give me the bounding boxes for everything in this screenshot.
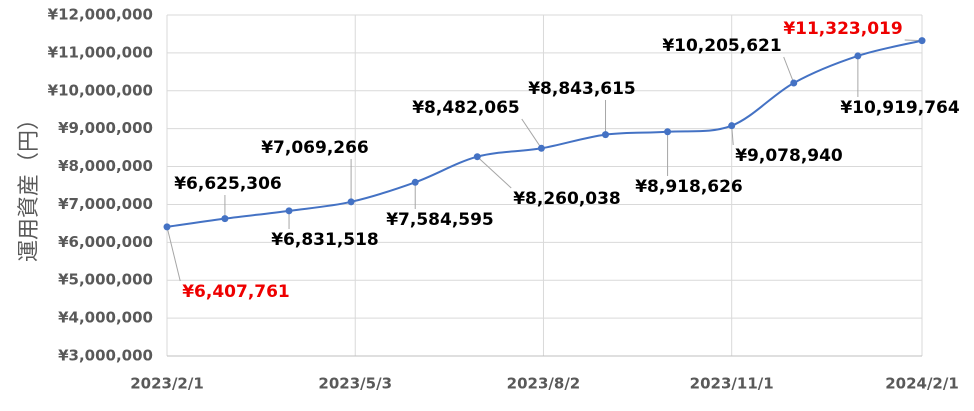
y-tick-label: ¥5,000,000: [58, 271, 153, 289]
x-tick-label: 2023/2/1: [130, 375, 204, 393]
data-point: [285, 207, 293, 215]
y-tick-label: ¥11,000,000: [48, 43, 153, 61]
data-point: [347, 198, 355, 206]
data-label: ¥6,625,306: [174, 174, 282, 194]
y-tick-label: ¥8,000,000: [58, 157, 153, 175]
y-tick-label: ¥7,000,000: [58, 195, 153, 213]
y-tick-label: ¥4,000,000: [58, 309, 153, 327]
data-point: [918, 37, 926, 45]
data-point: [728, 122, 736, 130]
y-tick-label: ¥6,000,000: [58, 233, 153, 251]
data-point: [163, 223, 171, 231]
y-tick-label: ¥12,000,000: [48, 6, 153, 24]
leader-line: [166, 226, 181, 282]
data-label: ¥8,918,626: [635, 177, 743, 197]
data-label: ¥11,323,019: [783, 19, 902, 39]
y-tick-label: ¥3,000,000: [58, 347, 153, 365]
y-tick-label: ¥9,000,000: [58, 119, 153, 137]
data-label: ¥6,407,761: [182, 282, 290, 302]
data-label: ¥7,584,595: [386, 210, 494, 230]
x-tick-label: 2024/2/1: [885, 375, 959, 393]
x-tick-label: 2023/11/1: [690, 375, 774, 393]
data-label: ¥6,831,518: [271, 230, 379, 250]
x-tick-label: 2023/8/2: [507, 375, 581, 393]
data-label: ¥7,069,266: [261, 138, 369, 158]
leader-line: [783, 56, 795, 84]
data-point: [537, 144, 545, 152]
data-point: [221, 215, 229, 223]
leader-line: [476, 156, 512, 189]
data-label: ¥10,919,764: [840, 98, 960, 118]
data-label: ¥8,843,615: [528, 79, 636, 99]
y-axis-title: 運用資産（円）: [17, 108, 42, 262]
data-point: [854, 52, 862, 60]
x-tick-label: 2023/5/3: [318, 375, 392, 393]
data-point: [790, 79, 798, 87]
y-tick-label: ¥10,000,000: [48, 81, 153, 99]
data-label: ¥8,482,065: [412, 98, 520, 118]
data-point: [473, 153, 481, 161]
data-point: [602, 131, 610, 139]
data-label: ¥10,205,621: [662, 36, 781, 56]
data-point: [411, 178, 419, 186]
leader-line: [521, 118, 542, 149]
data-label: ¥9,078,940: [735, 146, 843, 166]
data-label: ¥8,260,038: [513, 189, 621, 209]
data-point: [664, 128, 672, 136]
